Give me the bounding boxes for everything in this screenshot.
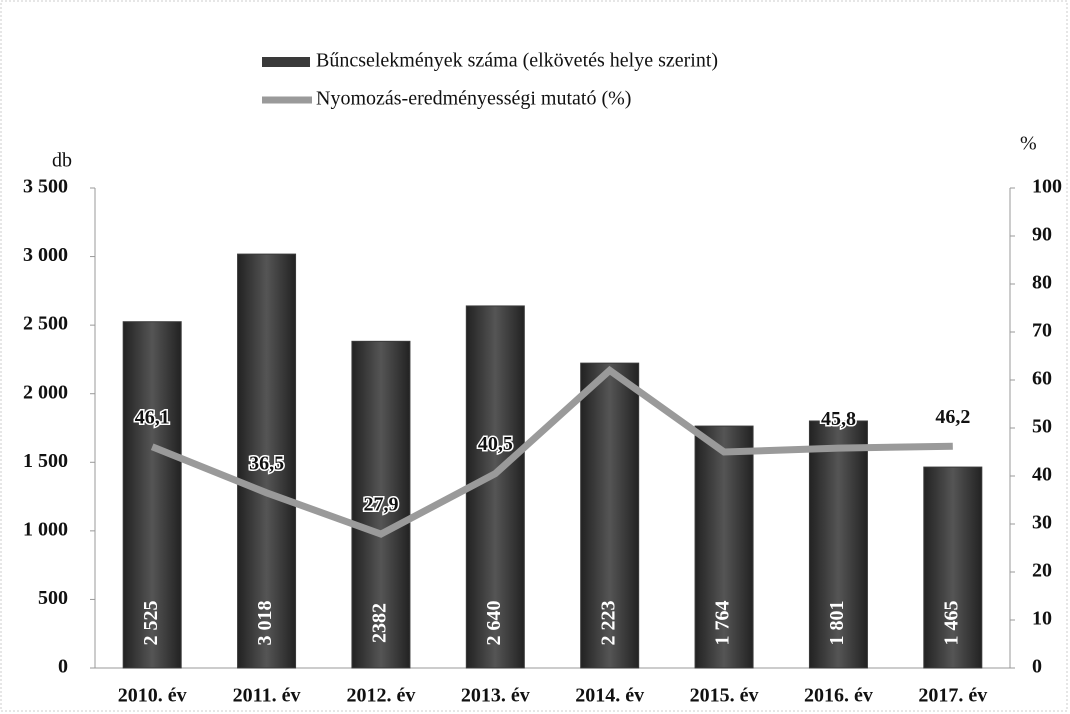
y-tick-label: 3 000 (23, 244, 68, 266)
bar (923, 466, 983, 669)
y2-tick-label: 60 (1032, 368, 1052, 390)
x-tick-label: 2010. év (118, 685, 187, 707)
x-tick-label: 2017. év (918, 685, 987, 707)
y2-tick-label: 100 (1032, 176, 1062, 198)
bar (694, 425, 754, 669)
bar-value-label: 2 640 (483, 601, 505, 646)
bar (580, 362, 640, 669)
x-tick-label: 2013. év (461, 685, 530, 707)
bar-value-label: 1 801 (826, 601, 848, 646)
legend-label: Bűncselekmények száma (elkövetés helye s… (316, 50, 718, 72)
x-tick-label: 2014. év (575, 685, 644, 707)
bar-value-label: 3 018 (254, 601, 276, 646)
y-tick-label: 2 000 (23, 381, 68, 403)
line-value-label: 36,5 (249, 452, 284, 474)
x-tick-label: 2011. év (233, 685, 301, 707)
line-series (150, 365, 953, 538)
y2-tick-label: 20 (1032, 560, 1052, 582)
line-value-label: 46,1 (135, 406, 170, 428)
line-value-label: 45,8 (821, 408, 856, 430)
y2-tick-label: 70 (1032, 320, 1052, 342)
y-tick-label: 1 500 (23, 450, 68, 472)
line-value-label: 46,2 (935, 406, 970, 428)
y-tick-label: 500 (38, 587, 68, 609)
bar-value-label: 1 764 (712, 601, 734, 646)
line-value-label: 27,9 (363, 494, 398, 516)
y-tick-label: 3 500 (23, 176, 68, 198)
y-tick-label: 2 500 (23, 313, 68, 335)
y2-tick-label: 80 (1032, 272, 1052, 294)
y2-tick-label: 30 (1032, 512, 1052, 534)
legend-swatch (262, 57, 310, 67)
bar (122, 321, 182, 669)
bar-value-label: 2 223 (597, 601, 619, 646)
x-tick-label: 2015. év (690, 685, 759, 707)
y2-tick-label: 10 (1032, 608, 1052, 630)
bar (351, 340, 411, 669)
y-axis-title: db (52, 150, 72, 172)
y2-tick-label: 0 (1032, 656, 1042, 678)
y-tick-label: 1 000 (23, 518, 68, 540)
bar-value-label: 1 465 (940, 601, 962, 646)
x-tick-label: 2016. év (804, 685, 873, 707)
bar-value-label: 2 525 (140, 601, 162, 646)
y2-tick-label: 90 (1032, 224, 1052, 246)
y2-axis-title: % (1020, 133, 1037, 155)
y-tick-label: 0 (58, 656, 68, 678)
line-value-label: 40,5 (478, 433, 513, 455)
bar (237, 253, 297, 669)
y2-tick-label: 40 (1032, 464, 1052, 486)
bar (808, 420, 868, 669)
bar-value-label: 2382 (369, 603, 391, 643)
legend-label: Nyomozás-eredményességi mutató (%) (316, 88, 631, 110)
x-tick-label: 2012. év (346, 685, 415, 707)
y2-tick-label: 50 (1032, 416, 1052, 438)
